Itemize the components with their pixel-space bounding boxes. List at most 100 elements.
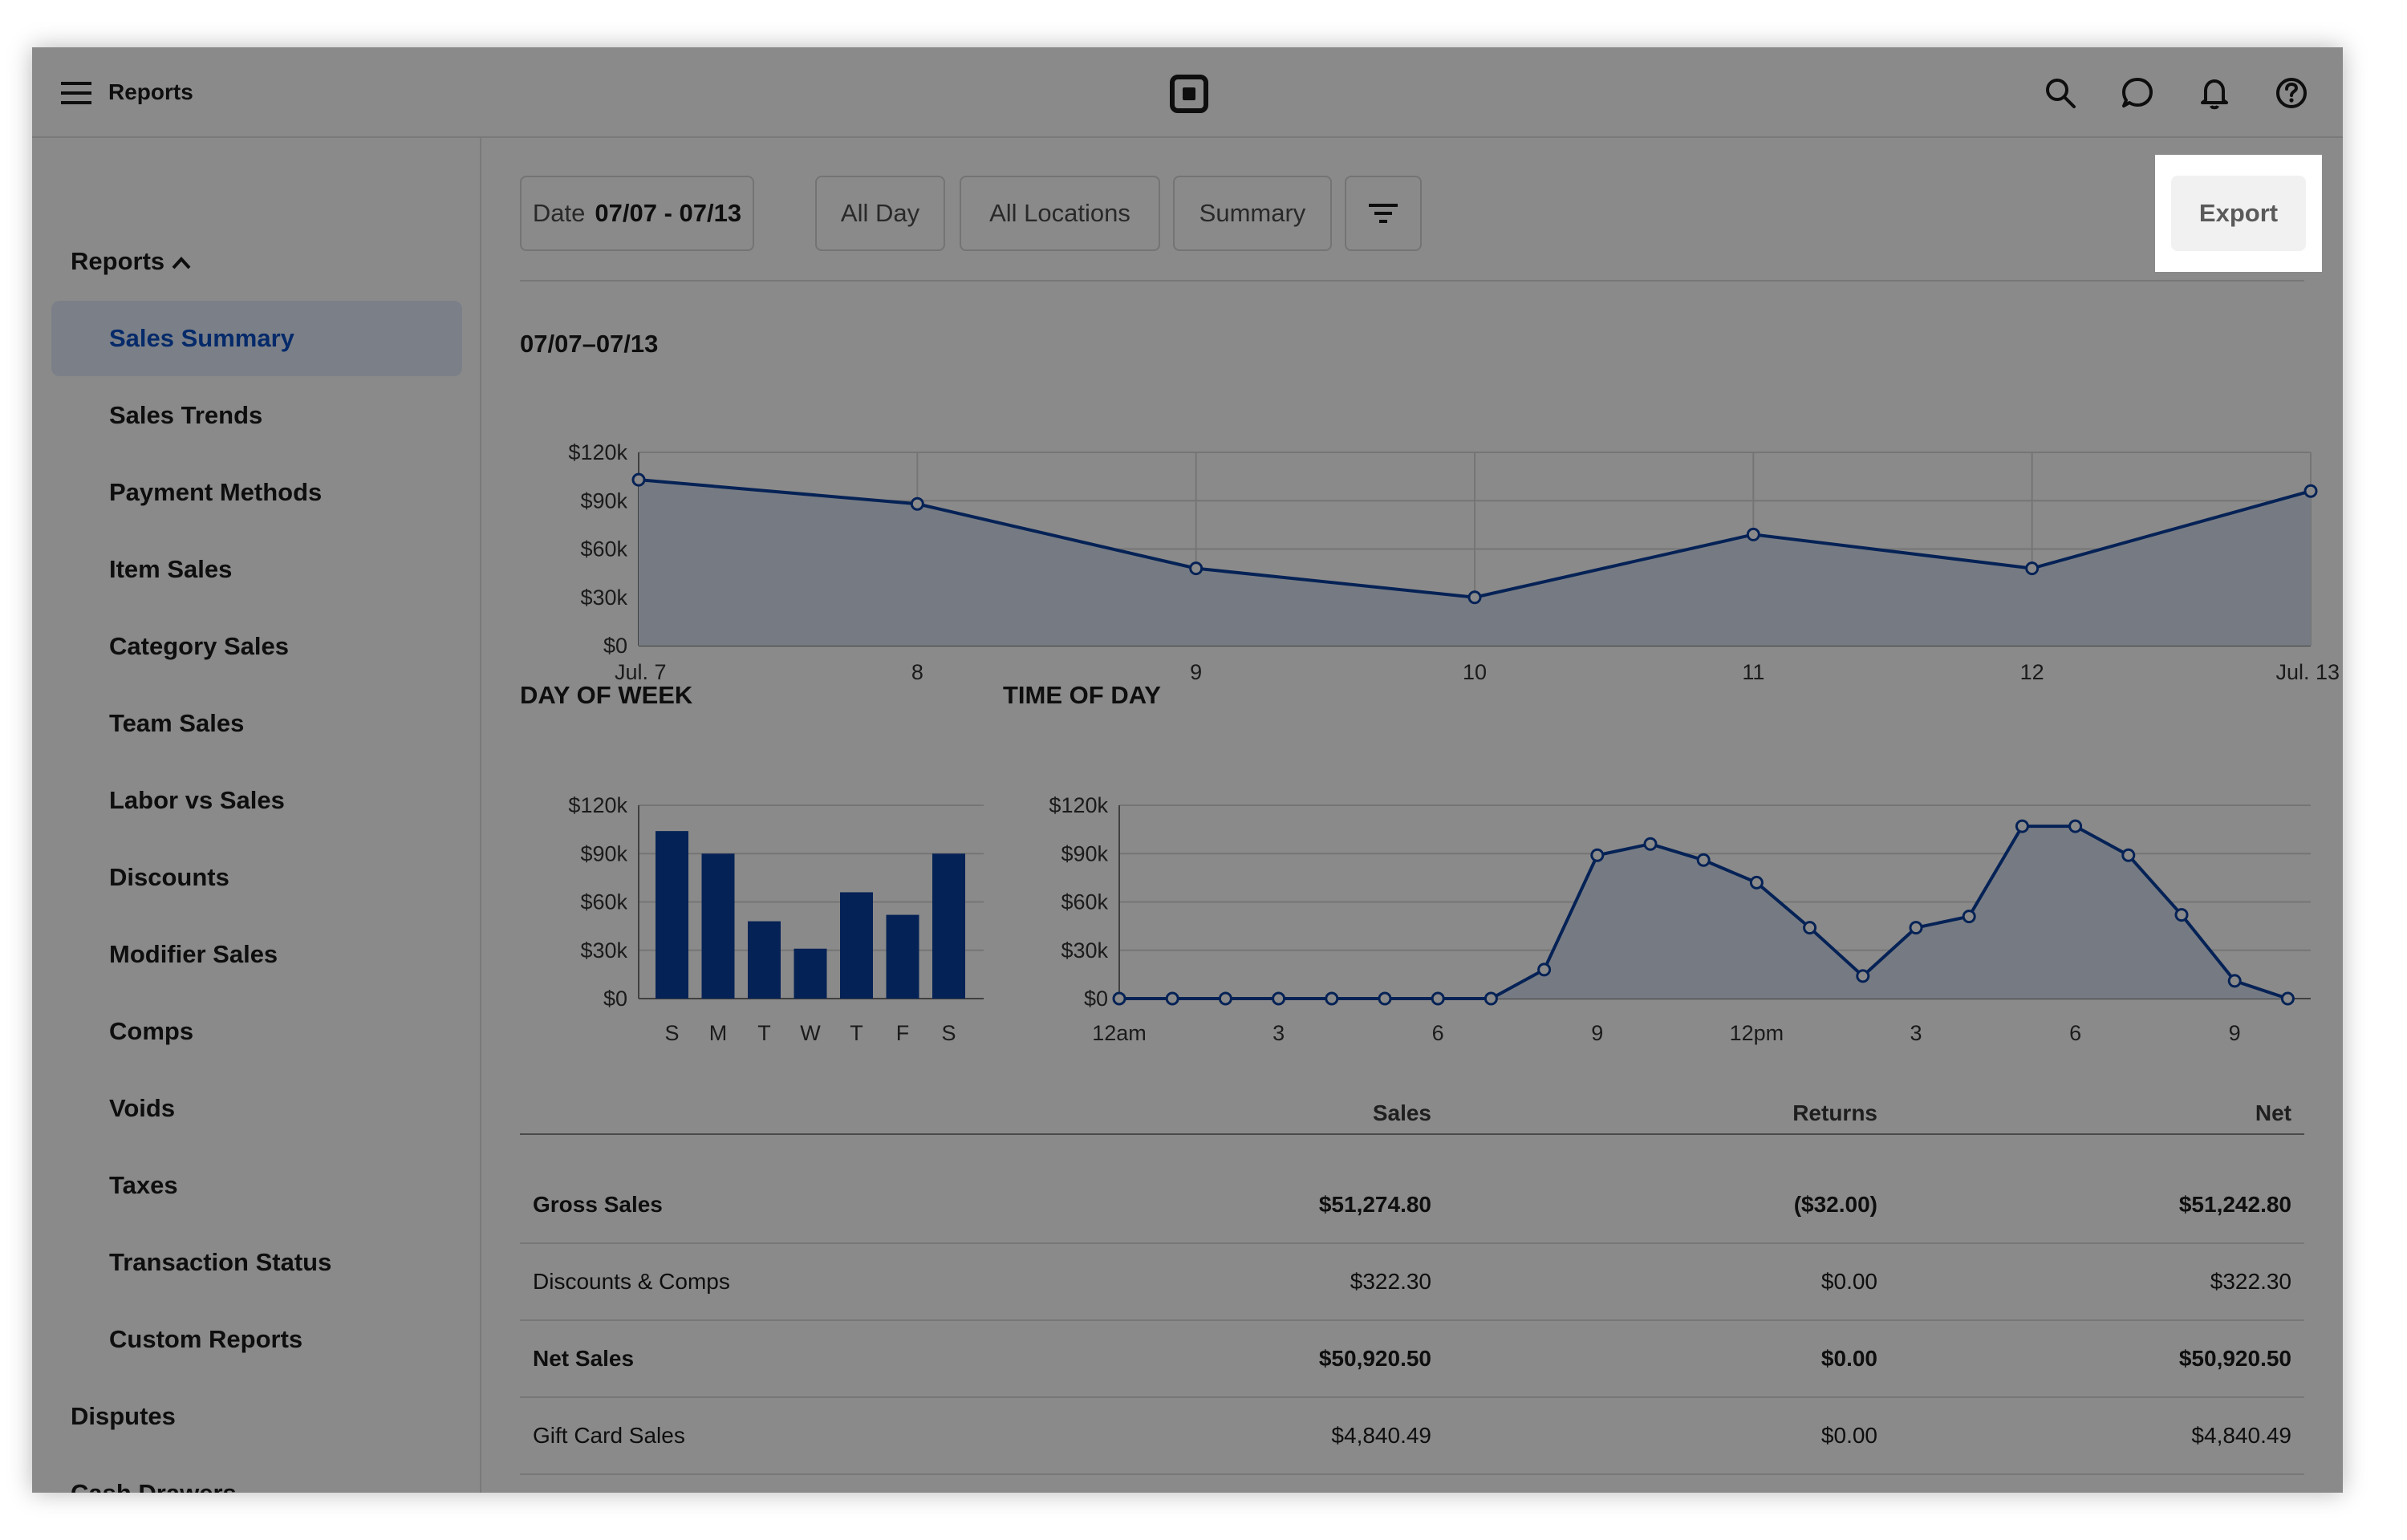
data-point	[1431, 991, 1445, 1006]
cell-returns: $0.00	[1820, 1346, 1877, 1371]
x-tick-label: 12	[2020, 660, 2044, 684]
filter-icon	[1369, 204, 1398, 223]
data-point	[2174, 908, 2189, 922]
chat-icon[interactable]	[2121, 76, 2154, 110]
cell-net: $4,840.49	[2191, 1423, 2291, 1448]
data-point	[1746, 527, 1760, 541]
bar	[840, 892, 873, 999]
x-tick-label: 12am	[1092, 1021, 1147, 1045]
sidebar-item-item-sales[interactable]: Item Sales	[109, 555, 233, 583]
bar	[794, 948, 827, 999]
cell-net: $51,242.80	[2178, 1192, 2291, 1217]
area-fill	[1119, 826, 2288, 999]
bar	[701, 853, 735, 999]
x-tick-label: 6	[1432, 1021, 1444, 1045]
data-point	[1165, 991, 1179, 1006]
sidebar-item-modifier-sales[interactable]: Modifier Sales	[109, 940, 278, 968]
bar	[656, 831, 688, 999]
sidebar: Reports Sales Summary Sales Trends Payme…	[32, 138, 481, 1493]
sidebar-item-discounts[interactable]: Discounts	[109, 863, 229, 891]
y-tick-label: $90k	[1061, 841, 1108, 865]
filter-options-button[interactable]	[1345, 176, 1422, 251]
search-icon[interactable]	[2044, 76, 2077, 110]
y-tick-label: $120k	[568, 440, 627, 464]
x-tick-label: T	[850, 1021, 863, 1045]
sidebar-item-taxes[interactable]: Taxes	[109, 1171, 178, 1199]
export-highlight: Export	[2155, 155, 2322, 272]
y-tick-label: $30k	[1061, 938, 1108, 962]
export-button[interactable]: Export	[2171, 176, 2306, 251]
data-point	[1856, 969, 1870, 983]
data-point	[2303, 484, 2318, 498]
bell-icon[interactable]	[2198, 76, 2231, 110]
data-point	[1484, 991, 1498, 1006]
x-tick-label: 6	[2069, 1021, 2081, 1045]
view-filter-button[interactable]: Summary	[1173, 176, 1332, 251]
cell-returns: ($32.00)	[1793, 1192, 1877, 1217]
sidebar-group-cash-drawers[interactable]: Cash Drawers	[71, 1479, 237, 1493]
sidebar-item-transaction-status[interactable]: Transaction Status	[109, 1248, 332, 1276]
time-filter-button[interactable]: All Day	[815, 176, 945, 251]
sidebar-item-comps[interactable]: Comps	[109, 1017, 194, 1045]
data-point	[2280, 991, 2295, 1006]
row-divider	[520, 1396, 2304, 1398]
x-tick-label: 10	[1463, 660, 1487, 684]
sidebar-item-voids[interactable]: Voids	[109, 1094, 176, 1122]
sidebar-item-payment-methods[interactable]: Payment Methods	[109, 478, 323, 506]
date-filter-button[interactable]: Date 07/07 - 07/13	[520, 176, 754, 251]
sidebar-item-sales-trends[interactable]: Sales Trends	[109, 401, 263, 429]
data-point	[2015, 819, 2029, 833]
data-point	[1378, 991, 1392, 1006]
top-bar: Reports	[32, 47, 2343, 138]
x-tick-label: M	[709, 1021, 728, 1045]
y-tick-label: $120k	[1049, 793, 1108, 817]
chevron-up-icon	[172, 256, 191, 270]
x-tick-label: W	[800, 1021, 821, 1045]
square-logo-icon[interactable]	[1170, 75, 1208, 113]
row-label: Gross Sales	[533, 1192, 663, 1217]
cell-sales: $4,840.49	[1331, 1423, 1431, 1448]
x-tick-label: 12pm	[1730, 1021, 1784, 1045]
toolbar-divider	[520, 280, 2304, 282]
day-of-week-chart: $0 $30k $60k $90k $120k S M T W T F S	[568, 793, 984, 1045]
data-point	[1537, 962, 1552, 977]
sidebar-item-category-sales[interactable]: Category Sales	[109, 632, 289, 660]
locations-filter-button[interactable]: All Locations	[960, 176, 1160, 251]
sidebar-group-reports[interactable]: Reports	[71, 247, 192, 276]
column-header-sales: Sales	[1372, 1100, 1431, 1125]
y-tick-label: $120k	[568, 793, 627, 817]
data-point	[1272, 991, 1286, 1006]
help-icon[interactable]	[2275, 76, 2308, 110]
data-point	[2227, 974, 2242, 988]
sidebar-item-custom-reports[interactable]: Custom Reports	[109, 1325, 303, 1353]
x-tick-label: T	[757, 1021, 771, 1045]
cell-net: $50,920.50	[2178, 1346, 2291, 1371]
day-of-week-title: DAY OF WEEK	[520, 681, 693, 709]
bar	[886, 914, 919, 999]
sidebar-item-team-sales[interactable]: Team Sales	[109, 709, 245, 737]
row-divider	[520, 1242, 2304, 1244]
area-fill	[639, 480, 2311, 646]
y-tick-label: $90k	[580, 488, 627, 513]
page-title: Reports	[108, 79, 193, 104]
menu-icon[interactable]	[61, 82, 91, 104]
data-point	[2121, 848, 2136, 862]
data-point	[631, 472, 646, 487]
sidebar-group-disputes[interactable]: Disputes	[71, 1402, 176, 1430]
bar	[932, 853, 965, 999]
x-tick-label: 11	[1742, 660, 1764, 684]
x-tick-label: S	[664, 1021, 679, 1045]
data-point	[1643, 837, 1658, 851]
data-point	[1325, 991, 1339, 1006]
sidebar-item-sales-summary[interactable]: Sales Summary	[109, 324, 294, 352]
y-tick-label: $30k	[580, 586, 627, 610]
sales-range-chart: $0 $30k $60k $90k $120k Jul. 7 8 9 10 11 12 Jul. 13	[568, 440, 2340, 684]
data-point	[1749, 875, 1764, 890]
row-label: Net Sales	[533, 1346, 635, 1371]
date-filter-value: 07/07 - 07/13	[595, 199, 742, 227]
y-tick-label: $0	[603, 987, 627, 1011]
cell-returns: $0.00	[1820, 1269, 1877, 1294]
date-filter-label: Date	[532, 199, 586, 227]
sidebar-item-labor-vs-sales[interactable]: Labor vs Sales	[109, 786, 285, 814]
data-point	[1909, 921, 1923, 935]
